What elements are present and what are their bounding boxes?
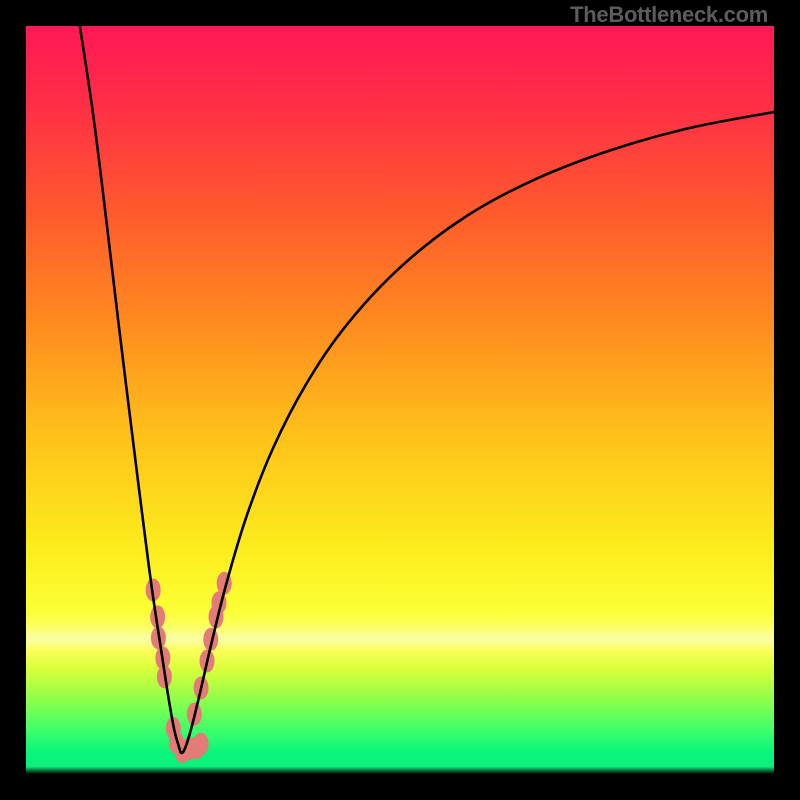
plot-area: [26, 26, 774, 774]
gradient-background-rect: [26, 26, 774, 774]
marker-point: [194, 733, 208, 755]
chart-svg: [26, 26, 774, 774]
watermark-text: TheBottleneck.com: [570, 2, 768, 28]
chart-frame: TheBottleneck.com: [0, 0, 800, 800]
